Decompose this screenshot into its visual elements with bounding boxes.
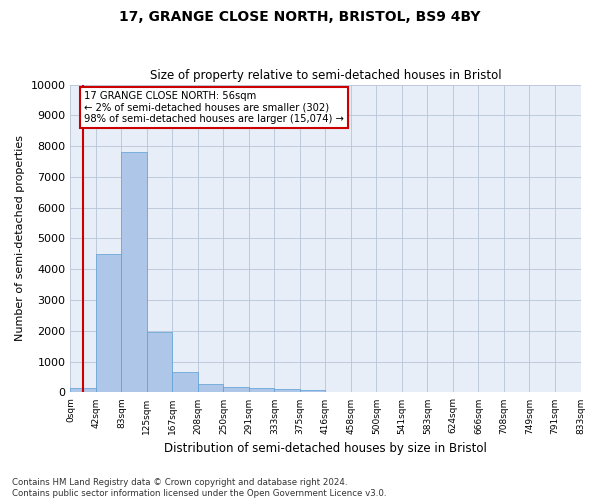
Bar [249,388,274,392]
Y-axis label: Number of semi-detached properties: Number of semi-detached properties [15,136,25,342]
Bar [300,390,325,392]
Bar [223,387,249,392]
Bar [70,388,96,392]
X-axis label: Distribution of semi-detached houses by size in Bristol: Distribution of semi-detached houses by … [164,442,487,455]
Text: 17 GRANGE CLOSE NORTH: 56sqm
← 2% of semi-detached houses are smaller (302)
98% : 17 GRANGE CLOSE NORTH: 56sqm ← 2% of sem… [85,90,344,124]
Text: Contains HM Land Registry data © Crown copyright and database right 2024.
Contai: Contains HM Land Registry data © Crown c… [12,478,386,498]
Bar [147,332,172,392]
Title: Size of property relative to semi-detached houses in Bristol: Size of property relative to semi-detach… [149,69,501,82]
Bar [198,384,223,392]
Bar [172,372,198,392]
Text: 17, GRANGE CLOSE NORTH, BRISTOL, BS9 4BY: 17, GRANGE CLOSE NORTH, BRISTOL, BS9 4BY [119,10,481,24]
Bar [274,390,300,392]
Bar [121,152,147,392]
Bar [96,254,121,392]
